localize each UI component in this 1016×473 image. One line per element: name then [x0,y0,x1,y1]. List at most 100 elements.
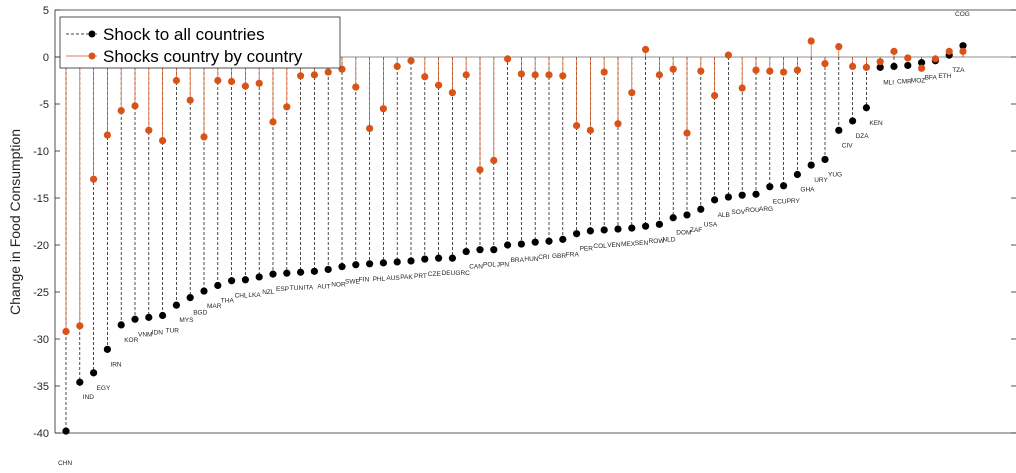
point-single-AUT [310,71,318,79]
point-single-CAN [462,71,470,79]
point-single-MYS [172,76,180,85]
point-single-COG [959,47,967,55]
point-all-AUT [310,267,318,275]
country-label-FIN: FIN [359,277,370,284]
point-single-LKA [241,82,249,90]
country-label-SWE: SWE [345,279,360,286]
point-all-PRY [780,182,788,190]
country-label-MAR: MAR [207,303,222,310]
point-all-DOM [669,214,677,222]
point-all-SWE [338,263,346,271]
point-single-ECU [766,67,774,75]
point-all-AUS [379,259,387,267]
point-single-SEN [628,89,636,97]
point-all-FRA [559,235,567,243]
country-label-NOR: NOR [331,281,346,288]
point-single-THA [214,76,222,85]
stems [65,41,964,432]
point-single-COL [586,126,595,134]
point-single-USA [697,67,705,75]
point-all-PER [573,230,581,238]
point-all-ALB [711,196,719,204]
point-all-LKA [241,276,249,284]
country-label-TUR: TUR [166,328,180,335]
point-single-NLD [655,71,664,79]
point-single-URY [807,37,815,45]
point-single-KEN [862,63,871,71]
point-all-ROW [642,222,650,230]
country-label-BRA: BRA [511,257,525,264]
legend-label-all: Shock to all countries [103,25,265,44]
country-label-GRC: GRC [455,270,470,277]
country-label-AUT: AUT [317,283,330,290]
country-label-CRI: CRI [538,254,549,261]
point-all-BGD [186,294,194,302]
country-label-ALB: ALB [718,212,730,219]
point-single-FIN [352,83,360,91]
point-all-POL [476,246,484,254]
point-all-CAN [462,247,470,256]
country-label-AUS: AUS [386,275,400,282]
point-all-COG [959,42,967,50]
points [62,37,967,435]
y-tick-label: -30 [33,334,49,346]
point-single-CRI [531,71,539,79]
point-single-PHL [366,124,374,133]
point-single-BRA [504,55,512,63]
point-all-ITA [297,268,305,276]
point-single-MAR [200,133,208,141]
country-label-URY: URY [814,177,828,184]
y-tick-label: 5 [43,5,49,17]
point-all-MEX [614,225,622,233]
point-all-TUR [159,311,167,320]
point-single-MEX [614,120,622,128]
point-single-HUN [517,70,526,78]
point-all-ZAF [683,211,691,219]
country-label-ROW: ROW [649,238,666,245]
point-single-NOR [324,68,332,76]
point-all-KEN [862,104,871,112]
country-label-COL: COL [593,243,607,250]
country-label-NLD: NLD [662,236,675,243]
point-single-ETH [931,55,940,63]
point-single-PRY [780,68,788,76]
point-all-MYS [172,301,180,309]
point-single-PER [573,122,581,130]
point-single-ARG [752,66,760,74]
country-label-MLI: MLI [883,79,894,86]
point-all-GRC [448,254,456,262]
country-label-IRN: IRN [110,361,122,368]
y-tick-label: -35 [33,381,49,393]
point-single-DEU [435,81,443,89]
legend-marker-all [88,30,96,38]
point-single-DOM [669,65,677,73]
country-label-DEU: DEU [442,270,456,277]
point-single-ITA [297,72,305,80]
point-all-VEN [600,226,608,234]
country-label-DOM: DOM [676,230,691,237]
point-all-ARG [752,190,760,198]
country-label-ITA: ITA [304,284,314,291]
y-tick-label: -25 [33,287,49,299]
point-single-MOZ [904,54,912,62]
point-all-FIN [352,261,360,269]
country-label-MYS: MYS [179,317,194,324]
point-all-NZL [255,273,263,281]
point-all-URY [807,161,815,169]
country-label-PRY: PRY [787,198,801,205]
point-all-IND [76,378,84,386]
country-label-BFA: BFA [925,75,938,82]
point-all-KOR [117,321,125,329]
country-label-POL: POL [483,262,496,269]
point-single-ZAF [683,129,691,137]
country-label-IND: IND [83,394,95,401]
point-single-BGD [186,96,194,104]
y-tick-label: -40 [33,428,49,440]
point-single-KOR [117,106,125,115]
country-label-PER: PER [580,246,594,253]
country-label-ROU: ROU [745,207,760,214]
point-single-CZE [421,73,429,81]
point-single-ESP [269,118,277,126]
country-label-CMR: CMR [897,78,912,85]
point-single-CMR [890,47,898,55]
